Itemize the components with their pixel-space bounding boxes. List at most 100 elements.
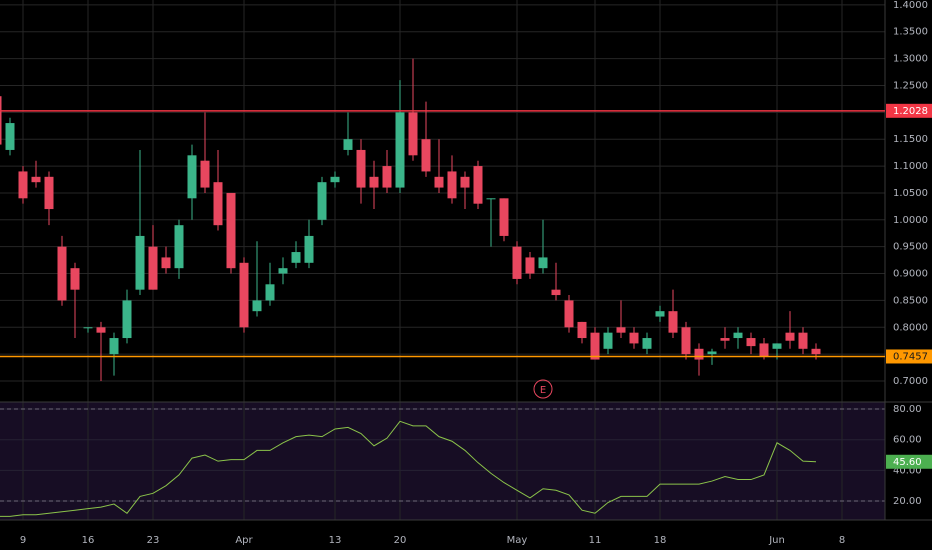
candle-body xyxy=(811,348,821,355)
candle-body xyxy=(44,176,54,210)
candle-body xyxy=(603,332,613,349)
candle-body xyxy=(460,176,470,188)
x-tick-label: 11 xyxy=(589,535,602,546)
y-tick-label: 1.0500 xyxy=(893,188,928,199)
candle-body xyxy=(304,235,314,263)
candle-body xyxy=(642,338,652,349)
candle-body xyxy=(96,327,106,333)
candle-body xyxy=(161,257,171,269)
candle-body xyxy=(200,160,210,188)
y-tick-label: 1.4000 xyxy=(893,0,928,11)
x-tick-label: 20 xyxy=(394,535,407,546)
plot xyxy=(0,58,821,517)
rsi-tick-label: 60.00 xyxy=(893,435,922,446)
candle-body xyxy=(5,123,15,150)
rsi-background xyxy=(0,402,885,520)
candle-body xyxy=(616,327,626,333)
candle-body xyxy=(213,182,223,226)
candle-body xyxy=(694,348,704,360)
candle-body xyxy=(0,96,2,145)
price-level-box xyxy=(886,103,932,118)
candle-body xyxy=(707,351,717,355)
y-tick-label: 1.2500 xyxy=(893,80,928,91)
candle-body xyxy=(343,139,353,150)
candle-body xyxy=(655,311,665,317)
x-tick-label: 16 xyxy=(82,535,95,546)
candle-body xyxy=(746,338,756,347)
candle-body xyxy=(57,246,67,301)
rsi-tick-label: 80.00 xyxy=(893,404,922,415)
rsi-tick-label: 40.00 xyxy=(893,465,922,476)
x-tick-label: Apr xyxy=(235,535,253,546)
candle-body xyxy=(499,198,509,236)
rsi-line xyxy=(0,420,817,517)
candle-body xyxy=(421,139,431,172)
candle-body xyxy=(382,166,392,188)
x-tick-label: May xyxy=(507,535,528,546)
y-tick-label: 1.3000 xyxy=(893,54,928,65)
last-value-label: 45.60 xyxy=(893,457,922,468)
y-tick-label: 0.9000 xyxy=(893,269,928,280)
candle-body xyxy=(174,225,184,269)
candle-body xyxy=(525,257,535,274)
candle-body xyxy=(486,198,496,200)
candle-body xyxy=(278,268,288,274)
candle-body xyxy=(447,171,457,199)
candle-body xyxy=(135,235,145,290)
candle-body xyxy=(590,332,600,360)
candle-body xyxy=(798,332,808,349)
candle-body xyxy=(330,176,340,183)
y-tick-label: 0.9500 xyxy=(893,242,928,253)
candle-body xyxy=(239,262,249,328)
y-tick-label: 0.7000 xyxy=(893,376,928,387)
candle-body xyxy=(772,343,782,349)
candle-body xyxy=(83,327,93,329)
candle-body xyxy=(317,182,327,220)
price-level-box xyxy=(886,349,932,364)
candle-body xyxy=(759,343,769,357)
last-value-box xyxy=(886,454,932,469)
x-tick-label: Jun xyxy=(768,535,785,546)
x-tick-label: 13 xyxy=(329,535,342,546)
candle-body xyxy=(473,166,483,204)
candle-body xyxy=(109,338,119,355)
candle-body xyxy=(668,311,678,333)
candle-body xyxy=(291,252,301,263)
x-tick-label: 18 xyxy=(654,535,667,546)
x-tick-label: 8 xyxy=(839,535,845,546)
y-tick-label: 1.0000 xyxy=(893,215,928,226)
x-tick-label: 9 xyxy=(20,535,26,546)
event-marker xyxy=(533,379,553,399)
candle-body xyxy=(226,192,236,269)
candle-body xyxy=(356,149,366,188)
candle-body xyxy=(187,155,197,199)
candle-body xyxy=(577,321,587,339)
candle-body xyxy=(629,332,639,344)
y-tick-label: 1.1500 xyxy=(893,134,928,145)
candle-body xyxy=(512,246,522,279)
rsi-tick-label: 20.00 xyxy=(893,496,922,507)
candle-body xyxy=(122,300,132,339)
candle-body xyxy=(31,176,41,183)
candle-body xyxy=(18,171,28,199)
candle-body xyxy=(252,300,262,312)
candle-body xyxy=(785,332,795,341)
price-level-label: 1.2028 xyxy=(893,106,928,117)
candle-body xyxy=(720,338,730,341)
x-tick-label: 23 xyxy=(147,535,160,546)
candle-body xyxy=(395,112,405,188)
candle-body xyxy=(564,300,574,328)
y-tick-label: 1.3500 xyxy=(893,27,928,38)
rsi-pane xyxy=(0,402,885,520)
y-tick-label: 1.1000 xyxy=(893,161,928,172)
candle-body xyxy=(265,284,275,301)
candle-body xyxy=(681,327,691,355)
candle-body xyxy=(70,268,80,290)
price-level-label: 0.7457 xyxy=(893,351,928,362)
event-label: E xyxy=(540,385,546,396)
candle-body xyxy=(538,257,548,269)
candle-body xyxy=(733,332,743,339)
candle-body xyxy=(551,289,561,296)
y-tick-label: 0.8000 xyxy=(893,322,928,333)
